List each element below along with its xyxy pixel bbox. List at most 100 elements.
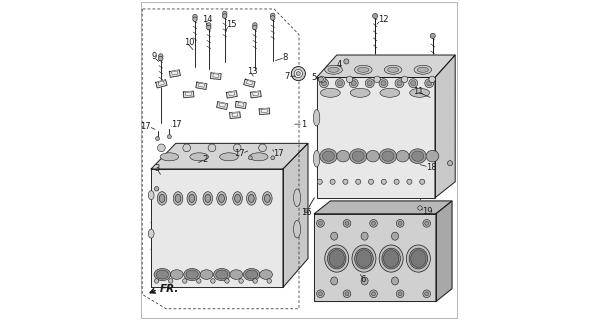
Circle shape — [210, 279, 215, 283]
Circle shape — [319, 79, 328, 88]
Ellipse shape — [264, 194, 270, 203]
Circle shape — [345, 221, 349, 225]
Text: 15: 15 — [226, 20, 237, 29]
Ellipse shape — [337, 150, 350, 162]
Ellipse shape — [379, 149, 396, 164]
Text: 4: 4 — [337, 60, 342, 69]
Ellipse shape — [361, 277, 368, 285]
Text: 7: 7 — [285, 72, 290, 81]
Polygon shape — [244, 79, 255, 87]
Polygon shape — [283, 143, 308, 287]
Polygon shape — [216, 102, 228, 109]
Polygon shape — [169, 70, 181, 77]
Circle shape — [259, 144, 266, 152]
Circle shape — [346, 76, 353, 83]
Ellipse shape — [414, 65, 432, 74]
Circle shape — [394, 179, 399, 184]
Circle shape — [409, 79, 418, 88]
Circle shape — [397, 81, 402, 86]
Polygon shape — [261, 109, 267, 113]
Text: 16: 16 — [301, 208, 312, 217]
Text: 17: 17 — [141, 122, 151, 131]
Polygon shape — [228, 92, 235, 96]
Circle shape — [396, 290, 404, 298]
Circle shape — [430, 33, 435, 38]
Ellipse shape — [355, 248, 373, 269]
Circle shape — [319, 76, 325, 83]
Ellipse shape — [328, 67, 339, 72]
Ellipse shape — [313, 109, 320, 126]
Text: 2: 2 — [202, 155, 208, 164]
Ellipse shape — [313, 150, 320, 167]
Circle shape — [425, 292, 429, 296]
Circle shape — [222, 11, 227, 16]
Circle shape — [356, 179, 361, 184]
Circle shape — [270, 13, 275, 18]
Ellipse shape — [219, 194, 224, 203]
Ellipse shape — [350, 149, 367, 164]
Ellipse shape — [186, 270, 198, 279]
Ellipse shape — [358, 67, 369, 72]
Ellipse shape — [382, 248, 401, 269]
Circle shape — [371, 292, 376, 296]
Ellipse shape — [382, 151, 394, 161]
Ellipse shape — [417, 67, 428, 72]
Polygon shape — [315, 214, 436, 301]
Circle shape — [305, 208, 309, 213]
Ellipse shape — [233, 192, 242, 205]
Circle shape — [429, 76, 435, 83]
Circle shape — [297, 72, 300, 76]
Polygon shape — [232, 113, 238, 116]
Polygon shape — [199, 83, 205, 87]
Polygon shape — [155, 80, 167, 88]
Polygon shape — [196, 82, 207, 90]
Circle shape — [337, 81, 343, 86]
Circle shape — [154, 187, 159, 191]
Circle shape — [225, 279, 229, 283]
Circle shape — [365, 79, 374, 88]
Polygon shape — [185, 92, 191, 96]
Polygon shape — [238, 102, 244, 106]
Polygon shape — [316, 77, 435, 198]
Circle shape — [155, 137, 160, 140]
Ellipse shape — [157, 192, 167, 205]
Circle shape — [252, 25, 257, 30]
Ellipse shape — [383, 250, 399, 268]
Circle shape — [379, 79, 388, 88]
Text: 17: 17 — [171, 120, 182, 129]
Circle shape — [157, 144, 165, 152]
Circle shape — [398, 292, 402, 296]
Ellipse shape — [355, 65, 372, 74]
Polygon shape — [253, 92, 259, 96]
Polygon shape — [230, 112, 240, 118]
Circle shape — [316, 290, 324, 298]
Ellipse shape — [170, 270, 183, 279]
Polygon shape — [251, 91, 261, 98]
Circle shape — [349, 79, 358, 88]
Ellipse shape — [411, 151, 424, 161]
Polygon shape — [210, 73, 221, 79]
Circle shape — [367, 81, 373, 86]
Circle shape — [345, 292, 349, 296]
Polygon shape — [235, 101, 246, 108]
Circle shape — [351, 81, 356, 86]
Ellipse shape — [322, 151, 334, 161]
Circle shape — [398, 221, 402, 225]
Polygon shape — [158, 81, 164, 85]
Ellipse shape — [388, 67, 399, 72]
Text: 14: 14 — [202, 15, 213, 24]
Circle shape — [407, 179, 412, 184]
Ellipse shape — [396, 150, 409, 162]
Ellipse shape — [173, 192, 183, 205]
Circle shape — [239, 279, 243, 283]
Text: 10: 10 — [184, 38, 194, 47]
Ellipse shape — [321, 88, 340, 97]
Ellipse shape — [356, 250, 371, 268]
Ellipse shape — [190, 153, 209, 161]
Ellipse shape — [160, 153, 179, 161]
Circle shape — [182, 279, 187, 283]
Circle shape — [169, 279, 173, 283]
Ellipse shape — [234, 194, 240, 203]
Ellipse shape — [294, 220, 301, 238]
Ellipse shape — [325, 245, 349, 272]
